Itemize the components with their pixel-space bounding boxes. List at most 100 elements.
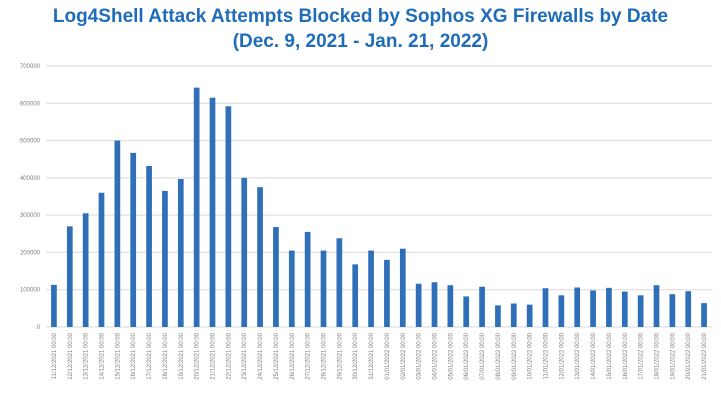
bar [621,291,628,327]
bar [82,213,89,327]
x-tick-label: 30/12/2021 00:00 [353,332,359,379]
bar [510,303,517,327]
bar [177,178,184,327]
x-tick-label: 19/01/2022 00:00 [670,332,676,379]
x-tick-label: 17/01/2022 00:00 [639,332,645,379]
x-tick-label: 23/12/2021 00:00 [242,332,248,379]
bar [479,286,485,327]
bar [273,227,279,327]
bar [637,295,644,327]
y-tick-label: 400000 [20,176,41,182]
x-tick-label: 21/01/2022 00:00 [702,332,708,379]
bar [146,165,152,327]
x-tick-label: 01/01/2022 00:00 [385,332,391,379]
bar [352,264,359,327]
x-tick-label: 16/01/2022 00:00 [623,332,629,379]
x-tick-label: 12/12/2021 00:00 [68,332,74,379]
x-tick-label: 29/12/2021 00:00 [337,332,343,379]
chart-title-block: Log4Shell Attack Attempts Blocked by Sop… [0,4,721,54]
y-tick-label: 300000 [20,213,41,219]
x-tick-label: 28/12/2021 00:00 [322,332,328,379]
x-tick-label: 08/01/2022 00:00 [496,332,502,379]
bar [447,285,454,327]
bar [257,187,263,327]
bar [304,231,311,327]
bar [193,87,200,327]
bar [336,238,343,327]
x-tick-label: 16/12/2021 00:00 [131,332,137,379]
x-tick-label: 14/01/2022 00:00 [591,332,597,379]
y-axis-ticks: 0 100000 200000 300000 400000 500000 600000 700… [20,64,41,331]
x-axis-ticks: 11/12/2021 00:00 12/12/2021 00:00 13/12/20… [52,332,708,379]
y-tick-label: 0 [37,325,41,331]
x-tick-label: 13/01/2022 00:00 [575,332,581,379]
x-tick-label: 26/12/2021 00:00 [290,332,296,379]
x-tick-label: 22/12/2021 00:00 [226,332,232,379]
x-tick-label: 11/12/2021 00:00 [52,332,58,379]
y-tick-label: 600000 [20,101,41,107]
x-tick-label: 02/01/2022 00:00 [401,332,407,379]
bar [162,190,168,327]
bar [685,291,692,327]
grid-layer [46,65,712,328]
bar [241,177,248,327]
bar [542,288,549,327]
x-tick-label: 12/01/2022 00:00 [559,332,565,379]
bar [653,285,660,327]
chart-title: Log4Shell Attack Attempts Blocked by Sop… [52,6,669,27]
x-tick-label: 27/12/2021 00:00 [306,332,312,379]
y-tick-label: 500000 [20,139,41,145]
x-tick-label: 13/12/2021 00:00 [84,332,90,379]
bar [225,106,232,327]
bar [399,248,406,327]
bar [669,294,676,327]
bar [415,283,422,327]
x-tick-label: 14/12/2021 00:00 [100,332,106,379]
y-tick-label: 200000 [20,250,41,256]
bar [130,152,137,327]
x-tick-label: 18/12/2021 00:00 [163,332,169,379]
x-tick-label: 20/12/2021 00:00 [195,332,201,379]
y-tick-label: 100000 [20,288,41,294]
x-tick-label: 06/01/2022 00:00 [464,332,470,379]
x-tick-label: 11/01/2022 00:00 [544,332,550,379]
bar [98,192,105,327]
x-tick-label: 19/12/2021 00:00 [179,332,185,379]
bar [431,282,438,327]
bar [526,304,533,327]
bar [114,140,121,327]
x-tick-label: 17/12/2021 00:00 [147,332,153,379]
chart-subtitle: (Dec. 9, 2021 - Jan. 21, 2022) [232,31,489,52]
bar [288,250,295,327]
bars [51,87,707,327]
bar [51,284,57,327]
x-tick-label: 05/01/2022 00:00 [448,332,454,379]
bar [384,259,390,327]
x-tick-label: 18/01/2022 00:00 [655,332,661,379]
bar [574,287,581,327]
y-tick-label: 700000 [20,64,41,70]
x-tick-label: 15/01/2022 00:00 [607,332,613,379]
bar [606,287,612,327]
x-tick-label: 25/12/2021 00:00 [274,332,280,379]
x-tick-label: 07/01/2022 00:00 [480,332,486,379]
x-tick-label: 24/12/2021 00:00 [258,332,264,379]
bar [495,305,501,327]
bar [590,290,596,327]
x-tick-label: 09/01/2022 00:00 [512,332,518,379]
bar [209,97,216,327]
bar [368,250,374,327]
bar [701,303,707,327]
x-tick-label: 04/01/2022 00:00 [433,332,439,379]
bar [558,295,565,327]
x-tick-label: 31/12/2021 00:00 [369,332,375,379]
x-tick-label: 21/12/2021 00:00 [211,332,217,379]
x-tick-label: 20/01/2022 00:00 [686,332,692,379]
bar [463,296,470,327]
bar [66,226,73,327]
x-tick-label: 10/01/2022 00:00 [528,332,534,379]
x-tick-label: 03/01/2022 00:00 [417,332,423,379]
bar [320,250,327,327]
